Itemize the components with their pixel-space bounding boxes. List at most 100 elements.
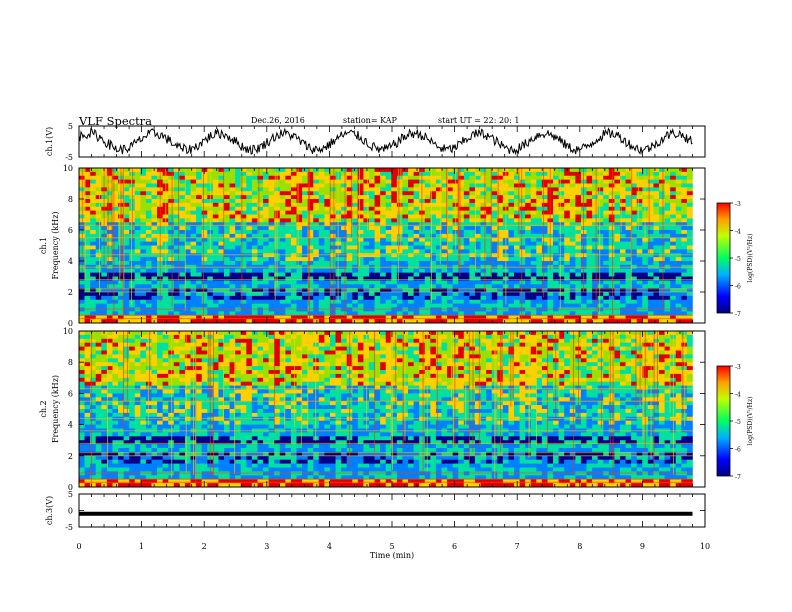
spectrogram-cell	[625, 276, 632, 281]
spectrogram-cell	[207, 276, 214, 281]
spectrogram-cell	[670, 210, 677, 215]
spectrogram-cell	[402, 319, 409, 324]
spectrogram-cell	[145, 455, 152, 460]
spectrogram-cell	[447, 218, 453, 223]
spectrogram-cell	[374, 292, 381, 297]
spectrogram-cell	[313, 245, 320, 250]
spectrogram-cell	[184, 284, 191, 289]
spectrogram-cell	[196, 272, 202, 277]
spectrogram-cell	[184, 230, 191, 235]
spectrogram-cell	[84, 358, 91, 363]
spectrogram-cell	[257, 195, 264, 200]
spectrogram-cell	[285, 261, 292, 266]
spectrogram-cell	[307, 191, 314, 196]
spectrogram-cell	[106, 311, 113, 316]
spectrogram-cell	[363, 206, 370, 211]
spectrogram-cell	[79, 385, 85, 390]
spectrogram-cell	[435, 315, 442, 320]
spectrogram-cell	[603, 187, 610, 192]
spectrogram-cell	[608, 284, 615, 289]
spectrogram-cell	[246, 199, 253, 204]
spectrogram-cell	[162, 295, 169, 301]
spectrogram-cell	[251, 214, 258, 219]
spectrogram-cell	[145, 245, 152, 250]
spectrogram-cell	[196, 241, 202, 246]
spectrogram-cell	[625, 218, 632, 223]
spectrogram-cell	[497, 195, 504, 200]
spectrogram-cell	[123, 467, 130, 472]
spectrogram-cell	[123, 459, 130, 464]
spectrogram-cell	[84, 377, 91, 382]
spectrogram-cell	[408, 230, 414, 235]
spectrogram-cell	[631, 280, 638, 285]
spectrogram-cell	[279, 218, 286, 223]
spectrogram-cell	[145, 432, 152, 437]
spectrogram-cell	[631, 319, 638, 324]
spectrogram-cell	[118, 424, 124, 429]
spectrogram-cell	[285, 319, 292, 324]
spectrogram-cell	[541, 199, 548, 204]
spectrogram-cell	[212, 218, 219, 223]
spectrogram-cell	[90, 424, 97, 429]
spectrogram-cell	[307, 187, 314, 192]
spectrogram-cell	[168, 261, 175, 266]
spectrogram-cell	[619, 249, 626, 254]
spectrogram-cell	[145, 315, 152, 320]
spectrogram-cell	[134, 272, 141, 277]
spectrogram-cell	[101, 389, 108, 394]
spectrogram-cell	[79, 311, 85, 316]
spectrogram-cell	[413, 319, 420, 324]
spectrogram-cell	[625, 295, 632, 301]
spectrogram-cell	[268, 191, 275, 196]
spectrogram-cell	[608, 206, 615, 211]
spectrogram-cell	[179, 245, 186, 250]
spectrogram-cell	[413, 187, 420, 192]
spectrogram-cell	[597, 307, 604, 312]
spectrogram-cell	[653, 241, 660, 246]
spectrogram-cell	[184, 199, 191, 204]
spectrogram-cell	[597, 168, 604, 173]
spectrogram-cell	[313, 311, 320, 316]
spectrogram-cell	[670, 257, 677, 262]
spectrogram-cell	[664, 175, 671, 180]
spectrogram-cell	[497, 257, 504, 262]
spectrogram-cell	[235, 268, 242, 273]
spectrogram-cell	[95, 307, 102, 312]
spectrogram-cell	[240, 237, 247, 242]
spectrogram-cell	[357, 202, 364, 208]
spectrogram-cell	[380, 199, 387, 204]
spectrogram-cell	[553, 303, 559, 308]
spectrogram-cell	[134, 401, 141, 406]
spectrogram-cell	[123, 416, 130, 421]
spectrogram-cell	[307, 268, 314, 273]
spectrogram-cell	[279, 261, 286, 266]
spectrogram-cell	[346, 315, 353, 320]
spectrogram-cell	[324, 230, 331, 235]
spectrogram-cell	[95, 483, 102, 488]
spectrogram-cell	[631, 311, 638, 316]
spectrogram-cell	[569, 241, 576, 246]
spectrogram-cell	[686, 319, 693, 324]
spectrogram-cell	[140, 401, 147, 406]
spectrogram-cell	[134, 377, 141, 382]
spectrogram-cell	[90, 187, 97, 192]
spectrogram-cell	[352, 226, 359, 231]
spectrogram-cell	[553, 230, 559, 235]
spectrogram-cell	[179, 272, 186, 277]
spectrogram-cell	[140, 381, 147, 386]
spectrogram-cell	[218, 187, 225, 192]
spectrogram-cell	[123, 249, 130, 254]
spectrogram-cell	[536, 272, 543, 277]
spectrogram-cell	[391, 257, 398, 262]
spectrogram-cell	[363, 245, 370, 250]
spectrogram-cell	[575, 179, 582, 184]
spectrogram-cell	[140, 416, 147, 421]
spectrogram-cell	[469, 288, 476, 293]
spectrogram-cell	[502, 319, 509, 324]
spectrogram-cell	[536, 226, 543, 231]
spectrogram-cell	[352, 202, 359, 208]
spectrogram-cell	[179, 206, 186, 211]
spectrogram-cell	[653, 299, 660, 304]
spectrogram-cell	[564, 311, 571, 316]
spectrogram-cell	[447, 171, 453, 177]
